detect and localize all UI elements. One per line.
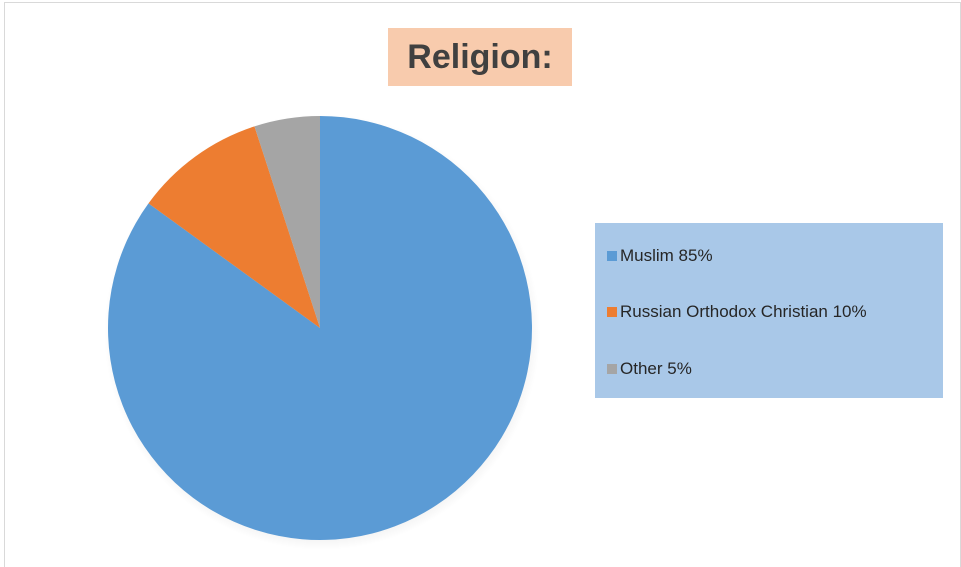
legend: Muslim 85% Russian Orthodox Christian 10… (595, 223, 943, 398)
chart-title: Religion: (388, 28, 572, 86)
pie-slice-russian-orthodox-christian (148, 126, 320, 328)
legend-label-muslim: Muslim 85% (620, 246, 713, 265)
legend-entry-russian-orthodox-christian: Russian Orthodox Christian 10% (607, 301, 867, 323)
pie-slice-other (254, 116, 320, 328)
legend-entry-muslim: Muslim 85% (607, 245, 713, 267)
legend-entry-other: Other 5% (607, 358, 692, 380)
legend-swatch-russian-orthodox-christian (607, 307, 617, 317)
legend-label-other: Other 5% (620, 359, 692, 378)
pie-slices (107, 116, 533, 540)
legend-label-russian-orthodox-christian: Russian Orthodox Christian 10% (620, 302, 867, 321)
legend-swatch-muslim (607, 251, 617, 261)
legend-swatch-other (607, 364, 617, 374)
